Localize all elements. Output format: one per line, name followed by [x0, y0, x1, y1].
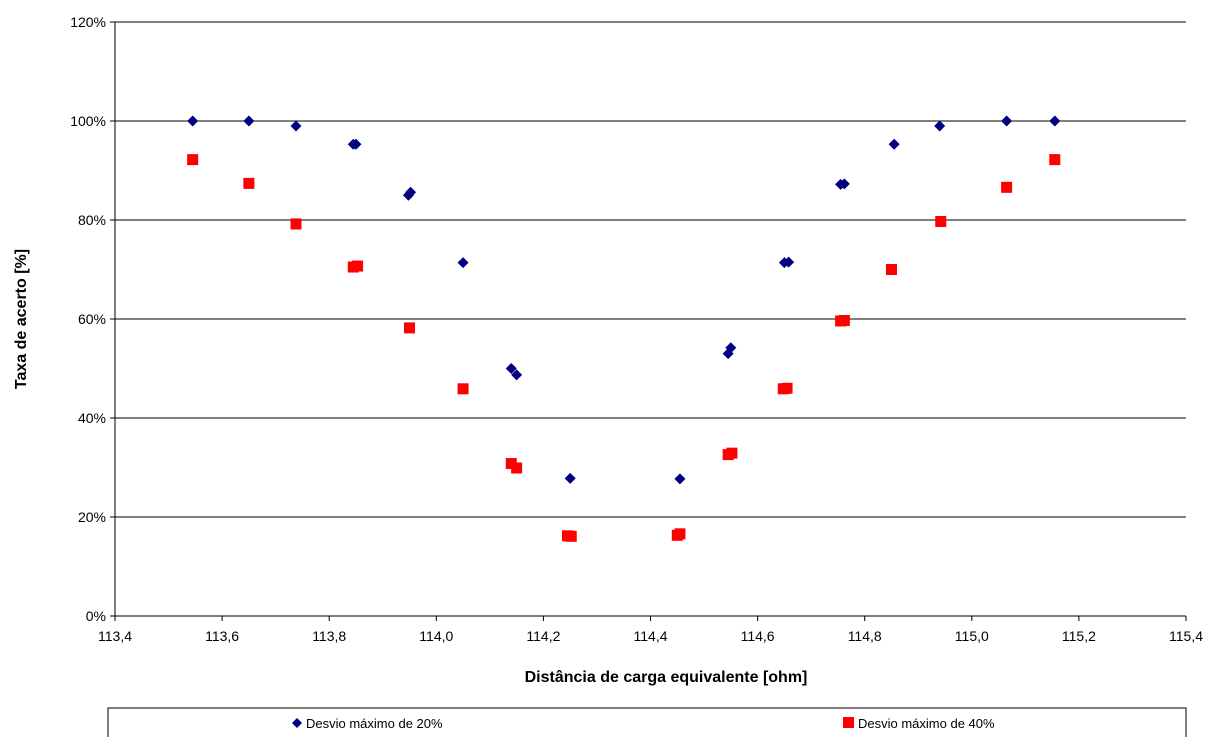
data-point-diamond: [405, 186, 417, 198]
data-point-square: [352, 260, 364, 272]
x-tick-label: 114,2: [526, 628, 560, 644]
data-point-diamond: [783, 256, 795, 268]
data-point-diamond: [290, 120, 302, 132]
x-tick-label: 113,6: [205, 628, 239, 644]
legend-box: [107, 707, 1187, 737]
legend-label: Desvio máximo de 40%: [858, 716, 995, 731]
legend-item-series-2: Desvio máximo de 40%: [843, 716, 995, 731]
data-point-diamond: [243, 115, 255, 127]
y-tick-label: 20%: [78, 509, 106, 525]
data-point-square: [565, 530, 577, 542]
x-axis-title: Distância de carga equivalente [ohm]: [525, 669, 808, 686]
data-point-square: [1001, 181, 1013, 193]
x-tick-label: 114,4: [634, 628, 668, 644]
data-point-square: [838, 314, 850, 326]
data-point-diamond: [564, 472, 576, 484]
legend-label: Desvio máximo de 20%: [306, 716, 443, 731]
data-point-square: [457, 383, 469, 395]
y-tick-label: 0%: [86, 608, 106, 624]
legend-diamond-icon: [292, 718, 302, 728]
data-point-square: [674, 528, 686, 540]
gridlines: [115, 21, 1186, 518]
data-point-diamond: [1001, 115, 1013, 127]
data-point-square: [290, 218, 302, 230]
legend-square-icon: [843, 717, 854, 728]
y-tick-label: 80%: [78, 212, 106, 228]
data-point-square: [781, 382, 793, 394]
x-tick-label: 115,2: [1062, 628, 1096, 644]
y-tick-label: 120%: [70, 14, 106, 30]
x-tick-label: 113,4: [98, 628, 132, 644]
y-tick-labels: 0% 20% 40% 60% 80% 100% 120%: [70, 14, 106, 624]
y-tick-label: 60%: [78, 311, 106, 327]
data-point-square: [885, 264, 897, 275]
y-tick-label: 100%: [70, 113, 106, 129]
data-point-diamond: [934, 120, 946, 132]
legend-item-series-1: Desvio máximo de 20%: [292, 716, 443, 731]
data-point-square: [511, 462, 523, 474]
axes: [110, 21, 1187, 621]
x-tick-label: 113,8: [312, 628, 346, 644]
data-point-square: [935, 215, 947, 227]
data-point-diamond: [888, 138, 900, 150]
data-point-diamond: [1049, 115, 1061, 127]
data-point-square: [726, 447, 738, 459]
data-point-diamond: [838, 178, 850, 190]
data-point-square: [1049, 154, 1061, 166]
x-tick-labels: 113,4 113,6 113,8 114,0 114,2 114,4 114,6 114,8…: [98, 628, 1203, 644]
data-point-diamond: [187, 115, 199, 127]
x-tick-label: 114,8: [848, 628, 882, 644]
data-point-square: [404, 322, 416, 334]
legend: Desvio máximo de 20% Desvio máximo de 40…: [107, 707, 1187, 737]
x-tick-label: 114,0: [419, 628, 453, 644]
data-point-square: [187, 154, 199, 166]
x-tick-label: 114,6: [741, 628, 775, 644]
data-point-diamond: [674, 473, 686, 485]
data-point-diamond: [350, 138, 362, 150]
y-tick-label: 40%: [78, 410, 106, 426]
data-points: [187, 115, 1061, 542]
x-tick-label: 115,0: [955, 628, 989, 644]
x-tick-label: 115,4: [1169, 628, 1203, 644]
y-axis-title: Taxa de acerto [%]: [13, 249, 30, 389]
data-point-diamond: [457, 257, 469, 269]
data-point-diamond: [511, 369, 523, 381]
data-point-diamond: [725, 342, 737, 354]
data-point-square: [243, 177, 255, 189]
data-point-diamond: [505, 363, 517, 374]
